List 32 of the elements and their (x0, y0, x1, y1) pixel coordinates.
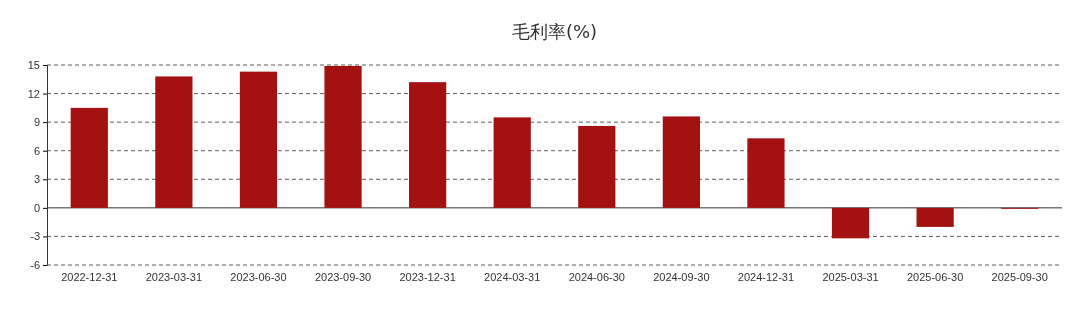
bar (916, 207, 954, 227)
y-tick-label: 9 (33, 116, 40, 129)
x-tick-label: 2024-12-31 (737, 271, 795, 284)
bar (324, 65, 362, 208)
y-tick-label: 15 (27, 59, 40, 72)
x-tick-label: 2025-09-30 (991, 271, 1048, 284)
x-tick-label: 2023-03-31 (145, 271, 203, 284)
x-tick-label: 2025-06-30 (906, 271, 964, 284)
y-tick-label: -6 (30, 259, 40, 272)
y-tick-label: 12 (27, 87, 40, 100)
bar (70, 107, 108, 208)
x-tick-label: 2024-03-31 (484, 271, 541, 284)
chart-title: 毛利率(%) (511, 21, 598, 42)
x-tick-label: 2023-09-30 (314, 271, 372, 284)
x-tick-label: 2022-12-31 (61, 271, 118, 284)
bar (239, 71, 278, 208)
x-tick-label: 2024-06-30 (568, 271, 625, 284)
bar (409, 82, 447, 208)
x-tick-label: 2024-09-30 (653, 271, 710, 284)
y-tick-label: 6 (33, 144, 40, 157)
y-tick-label: -3 (30, 230, 40, 243)
y-tick-label: 0 (33, 201, 40, 214)
bar (831, 207, 870, 239)
bar (747, 138, 785, 208)
x-tick-label: 2023-12-31 (399, 271, 456, 284)
bar (662, 116, 700, 208)
y-tick-label: 3 (33, 173, 40, 186)
bar (493, 117, 531, 208)
x-tick-label: 2023-06-30 (230, 271, 287, 284)
bar (578, 125, 616, 208)
bar (155, 76, 193, 208)
x-tick-label: 2025-03-31 (822, 271, 879, 284)
